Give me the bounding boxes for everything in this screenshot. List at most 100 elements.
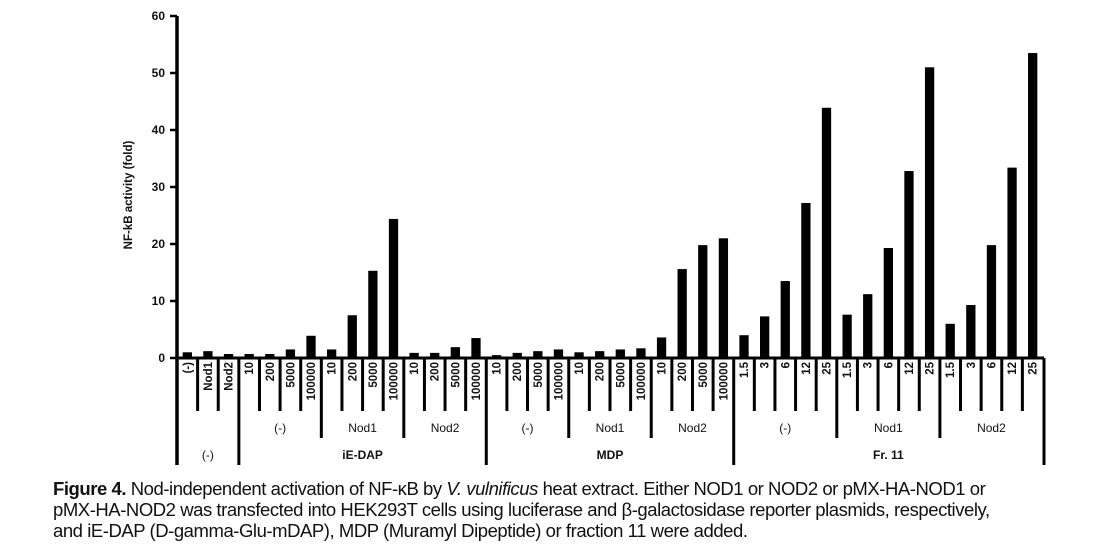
subgroup-label: (-) bbox=[274, 421, 286, 435]
y-tick-label: 60 bbox=[152, 9, 166, 23]
x-tick-label: 200 bbox=[430, 362, 442, 381]
bar bbox=[656, 337, 667, 358]
bar bbox=[1007, 167, 1017, 358]
group-label: (-) bbox=[202, 448, 214, 462]
bar bbox=[533, 351, 543, 358]
x-tick-label: 10 bbox=[492, 362, 504, 375]
x-tick-label: 200 bbox=[677, 362, 689, 381]
y-axis-label: NF-kB activity (fold) bbox=[123, 141, 135, 250]
caption-text: heat extract. Either NOD1 or NOD2 or pMX… bbox=[537, 478, 986, 499]
subgroup-label: Nod1 bbox=[348, 421, 377, 435]
subgroup-label: (-) bbox=[779, 421, 791, 435]
x-tick-label: Nod2 bbox=[224, 362, 236, 391]
bar bbox=[986, 245, 997, 358]
bar bbox=[718, 238, 729, 358]
caption-label: Figure 4. bbox=[53, 478, 127, 499]
x-tick-label: 5000 bbox=[285, 362, 297, 388]
bar bbox=[347, 315, 357, 358]
bar bbox=[677, 269, 687, 358]
x-tick-label: 5000 bbox=[698, 362, 710, 388]
bar bbox=[945, 323, 955, 358]
x-tick-label: 6 bbox=[986, 362, 998, 368]
x-tick-label: Nod1 bbox=[203, 361, 215, 390]
y-tick-label: 30 bbox=[152, 180, 166, 194]
x-tick-label: 100000 bbox=[718, 362, 730, 400]
bar bbox=[244, 354, 254, 358]
x-tick-label: 100000 bbox=[471, 362, 483, 400]
bar bbox=[368, 270, 378, 358]
x-tick-label: (-) bbox=[182, 362, 194, 374]
x-tick-label: 12 bbox=[904, 362, 916, 375]
bar bbox=[471, 338, 481, 358]
bar bbox=[327, 349, 337, 358]
bar bbox=[821, 107, 832, 359]
x-tick-label: 10 bbox=[574, 362, 586, 375]
y-tick-label: 0 bbox=[158, 351, 165, 365]
bar bbox=[388, 218, 399, 358]
x-tick-label: 6 bbox=[883, 362, 895, 368]
x-tick-label: 3 bbox=[966, 362, 978, 368]
x-tick-label: 1.5 bbox=[739, 361, 751, 378]
x-tick-label: 100000 bbox=[636, 362, 648, 400]
x-tick-label: 100000 bbox=[389, 362, 401, 400]
bar bbox=[430, 352, 440, 358]
bar bbox=[450, 347, 460, 358]
bar bbox=[223, 354, 234, 358]
caption-text: Nod-independent activation of NF-κB by bbox=[126, 478, 447, 499]
x-tick-label: 3 bbox=[760, 362, 772, 368]
y-tick-label: 50 bbox=[152, 66, 166, 80]
bar bbox=[615, 349, 625, 358]
x-tick-label: 25 bbox=[822, 361, 834, 374]
x-tick-label: 200 bbox=[265, 362, 277, 381]
x-tick-label: 3 bbox=[863, 362, 875, 368]
subgroup-label: Nod2 bbox=[977, 421, 1006, 435]
bar bbox=[512, 352, 522, 358]
x-tick-label: 200 bbox=[347, 362, 359, 381]
x-tick-label: 10 bbox=[327, 362, 339, 375]
bar bbox=[863, 294, 873, 358]
caption-line-3: and iE-DAP (D-gamma-Glu-mDAP), MDP (Mura… bbox=[53, 520, 748, 541]
bar bbox=[739, 335, 749, 358]
bar bbox=[760, 316, 770, 358]
bar bbox=[780, 281, 790, 358]
caption-line-2: pMX-HA-NOD2 was transfected into HEK293T… bbox=[53, 499, 990, 520]
bar bbox=[966, 304, 976, 358]
x-tick-label: 6 bbox=[780, 362, 792, 368]
bar bbox=[801, 202, 811, 358]
bar bbox=[924, 67, 935, 359]
bar bbox=[409, 352, 419, 358]
subgroup-label: Nod1 bbox=[596, 421, 625, 435]
x-tick-label: 10 bbox=[409, 362, 421, 375]
bar bbox=[595, 351, 605, 358]
x-tick-label: 200 bbox=[512, 362, 524, 381]
bar bbox=[306, 335, 316, 358]
group-label: MDP bbox=[597, 448, 624, 462]
bar bbox=[698, 245, 708, 358]
x-tick-label: 5000 bbox=[450, 362, 462, 388]
x-tick-label: 10 bbox=[244, 362, 256, 375]
bar bbox=[553, 349, 564, 358]
x-tick-label: 5000 bbox=[533, 362, 545, 388]
bar bbox=[203, 351, 213, 358]
bar bbox=[182, 352, 192, 358]
bar-chart: 0 10 20 30 40 50 60 NF-kB activity (fold) (-) Nod… bbox=[123, 9, 1046, 465]
bar bbox=[285, 349, 296, 358]
group-label: iE-DAP bbox=[342, 448, 383, 462]
x-tick-label: 100000 bbox=[306, 362, 318, 400]
bar bbox=[265, 354, 275, 358]
x-tick-label: 100000 bbox=[553, 362, 565, 400]
y-tick-label: 20 bbox=[152, 237, 166, 251]
x-tick-label: 1.5 bbox=[945, 361, 957, 378]
caption-line-1: Figure 4. Nod-independent activation of … bbox=[53, 478, 990, 499]
subgroup-label: Nod2 bbox=[678, 421, 707, 435]
x-tick-label: 1.5 bbox=[842, 361, 854, 378]
y-tick-label: 10 bbox=[152, 294, 166, 308]
x-tick-label: 200 bbox=[595, 362, 607, 381]
y-tick-label: 40 bbox=[152, 123, 166, 137]
subgroup-label: Nod2 bbox=[431, 421, 460, 435]
bar bbox=[491, 355, 502, 358]
x-tick-label: 25 bbox=[1028, 361, 1040, 374]
x-tick-label: 12 bbox=[1007, 362, 1019, 375]
bar bbox=[636, 348, 646, 358]
subgroup-label: (-) bbox=[522, 421, 534, 435]
